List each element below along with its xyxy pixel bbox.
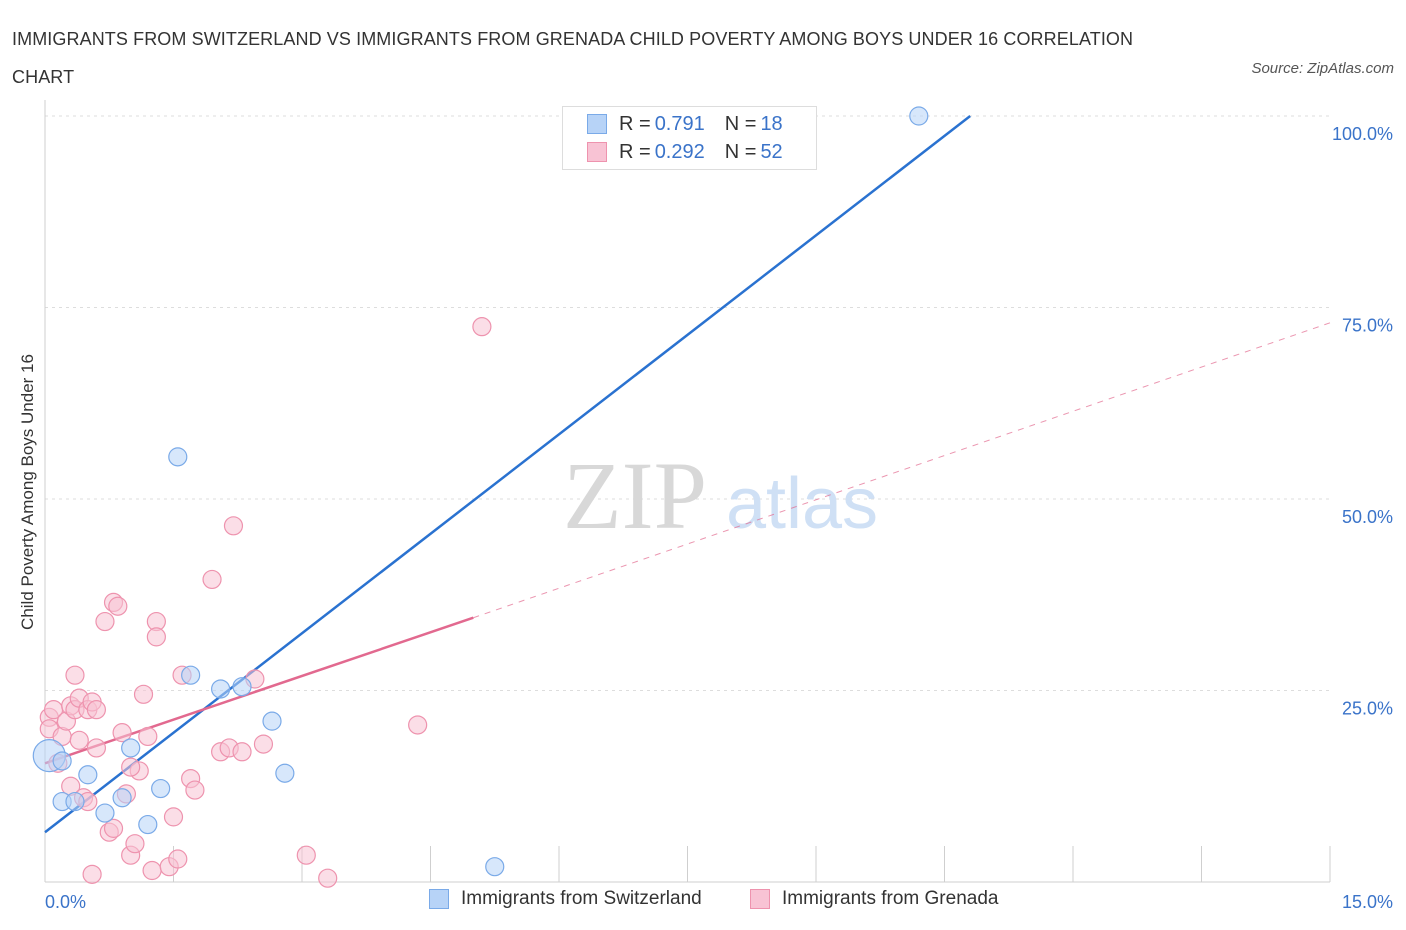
y-tick-label: 75.0% [1342,316,1393,336]
point-grenada [318,868,338,888]
y-tick-label: 25.0% [1342,699,1393,719]
legend-n-label: N = [724,112,757,135]
bottom-legend-grenada: Immigrants from Grenada [750,888,998,910]
legend-n-value: 18 [760,112,783,135]
point-grenada [125,834,145,854]
data-points [32,106,929,888]
point-grenada [133,684,154,704]
gridlines [45,115,1330,691]
point-grenada [112,723,132,743]
y-tick-label: 100.0% [1332,124,1393,144]
point-grenada [163,807,184,827]
point-switzerland [95,803,115,823]
point-grenada [86,738,107,758]
point-switzerland [65,791,85,812]
chart-title: IMMIGRANTS FROM SWITZERLAND VS IMMIGRANT… [12,29,1134,87]
point-grenada [103,818,124,838]
point-grenada [472,317,492,337]
point-grenada [108,596,128,616]
point-grenada [408,715,428,735]
y-axis-title: Child Poverty Among Boys Under 16 [18,354,37,630]
legend-r-value: 0.292 [654,140,705,163]
point-grenada [202,569,222,590]
watermark-atlas: atlas [726,464,878,544]
point-switzerland [138,814,158,835]
legend-swatch-switzerland [587,114,607,134]
point-switzerland [168,447,188,467]
watermark-zip: ZIP [563,442,707,549]
legend-r-value: 0.791 [654,112,705,135]
correlation-legend: R = 0.791 N = 18 R = 0.292 N = 52 [562,106,817,170]
tick-labels: 25.0% 50.0% 75.0% 100.0% 0.0% 15.0% [45,124,1393,912]
point-switzerland [262,711,282,731]
legend-n-value: 52 [760,140,783,163]
point-grenada [86,700,107,720]
legend-r-label: R = [619,140,651,163]
point-switzerland [121,738,141,758]
point-switzerland [181,665,201,685]
point-grenada [223,516,244,536]
legend-swatch-grenada [587,142,607,162]
legend-row-grenada: R = 0.292 N = 52 [587,140,783,164]
point-switzerland [232,677,252,697]
point-grenada [121,757,141,777]
point-switzerland [151,778,171,799]
point-grenada [296,845,316,865]
bottom-legend-switzerland: Immigrants from Switzerland [429,888,702,910]
watermark: ZIP atlas [563,442,878,549]
point-grenada [185,780,205,800]
legend-row-switzerland: R = 0.791 N = 18 [587,112,783,136]
point-switzerland [211,679,231,699]
point-switzerland [909,106,929,126]
trendline-switzerland [44,115,971,834]
source-label: Source: ZipAtlas.com [1251,60,1394,77]
point-grenada [146,627,166,647]
bottom-legend-swatch-grenada [750,889,770,909]
point-switzerland [112,788,132,808]
point-grenada [82,864,102,884]
x-tick-label-min: 0.0% [45,892,86,912]
legend-r-label: R = [619,112,651,135]
point-grenada [253,734,274,754]
bottom-legend-label-grenada: Immigrants from Grenada [782,888,999,909]
x-tick-label-max: 15.0% [1342,892,1393,912]
point-switzerland [275,763,295,783]
point-grenada [65,665,85,685]
point-grenada [142,860,162,881]
point-grenada [69,730,89,750]
point-grenada [95,611,115,632]
point-grenada [232,742,252,762]
point-grenada [168,849,188,869]
point-switzerland [52,751,72,771]
point-grenada [138,726,158,747]
point-switzerland [78,765,98,785]
y-tick-label: 50.0% [1342,507,1393,527]
bottom-legend-label-switzerland: Immigrants from Switzerland [461,888,702,909]
legend-n-label: N = [724,140,757,163]
bottom-legend-swatch-switzerland [429,889,449,909]
point-switzerland [485,857,505,877]
